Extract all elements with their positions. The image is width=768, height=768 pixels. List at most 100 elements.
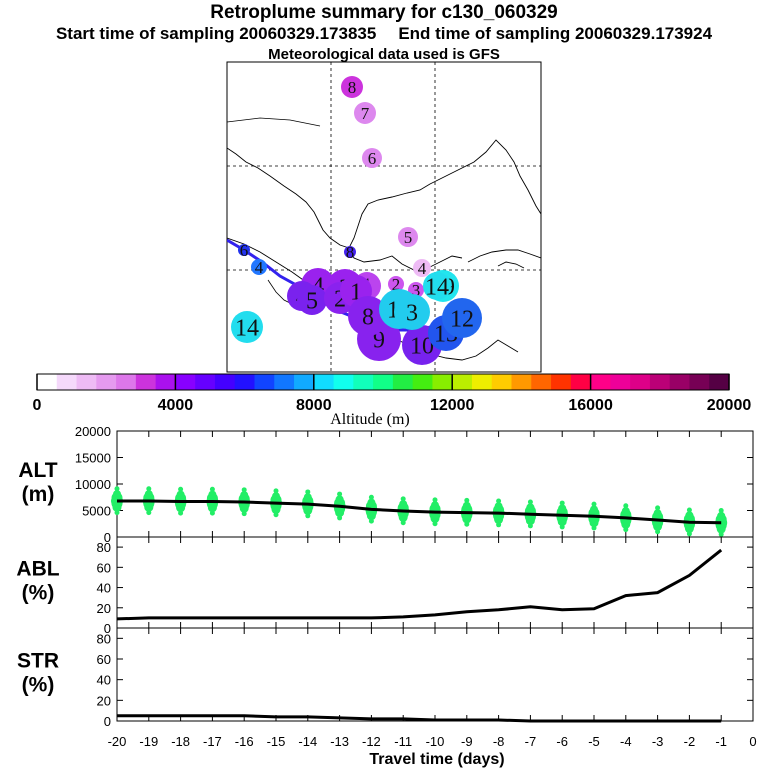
- altitude-scatter-point: [685, 511, 694, 520]
- altitude-scatter-point: [464, 497, 470, 503]
- colorbar-swatch: [56, 374, 78, 390]
- cluster-marker: [413, 259, 431, 277]
- end-value: 20060329.173924: [574, 24, 713, 43]
- altitude-scatter-point: [526, 503, 535, 512]
- coastline: [467, 249, 541, 263]
- altitude-scatter-point: [558, 504, 567, 513]
- y-tick-label: 60: [97, 652, 111, 667]
- x-tick-label: -14: [298, 734, 317, 749]
- colorbar-swatch: [214, 374, 236, 390]
- y-tick-label: 0: [104, 714, 111, 729]
- altitude-scatter-point: [273, 488, 279, 494]
- x-tick-label: -6: [556, 734, 568, 749]
- colorbar-tick-label: 8000: [296, 397, 332, 414]
- y-axis-unit: (%): [22, 674, 55, 697]
- y-axis-label: ABL: [16, 558, 59, 581]
- colorbar-swatch: [471, 374, 493, 390]
- colorbar-tick-label: 20000: [707, 397, 752, 414]
- colorbar-swatches: [37, 374, 730, 390]
- cluster-label: 6: [368, 149, 377, 168]
- x-tick-label: -18: [171, 734, 190, 749]
- cluster-marker: [442, 298, 482, 338]
- trajectory-cluster: 8: [344, 243, 356, 262]
- map-panel: 8765486423194314521981014173131214: [226, 61, 542, 373]
- colorbar-swatch: [116, 374, 137, 390]
- altitude-scatter-point: [272, 492, 280, 501]
- x-tick-label: -15: [267, 734, 286, 749]
- cluster-label: 4: [418, 259, 427, 278]
- colorbar-swatch: [491, 374, 513, 390]
- colorbar-swatch: [531, 374, 552, 390]
- altitude-scatter-point: [431, 501, 439, 510]
- colorbar-swatch: [412, 374, 434, 390]
- colorbar-swatch: [669, 374, 691, 390]
- met-data-note: Meteorological data used is GFS: [268, 46, 500, 63]
- cluster-marker: [348, 296, 388, 336]
- cluster-label: 3: [406, 300, 418, 326]
- altitude-scatter-point: [241, 487, 247, 493]
- altitude-scatter-point: [400, 496, 406, 502]
- cluster-layer: 8765486423194314521981014173131214: [231, 76, 482, 365]
- colorbar-swatch: [313, 374, 335, 390]
- x-tick-label: -5: [588, 734, 600, 749]
- trajectory-cluster: 12: [442, 298, 482, 338]
- altitude-scatter-point: [113, 490, 121, 499]
- altitude-scatter-point: [144, 490, 153, 499]
- chart-title: Retroplume summary for c130_060329: [210, 2, 558, 23]
- sampling-times: Start time of sampling 20060329.173835 En…: [0, 24, 768, 44]
- x-tick-label: -11: [394, 734, 412, 749]
- cluster-marker: [341, 76, 363, 98]
- colorbar-swatch: [195, 374, 216, 390]
- cluster-label: 8: [346, 243, 355, 262]
- x-tick-label: -13: [330, 734, 349, 749]
- panel-abl: 0 20 40 60 80 ABL(%): [16, 536, 754, 636]
- altitude-scatter-point: [178, 486, 184, 492]
- altitude-scatter-point: [335, 495, 344, 504]
- colorbar-tick-label: 16000: [568, 397, 613, 414]
- y-tick-label: 0: [104, 621, 111, 636]
- colorbar-swatch: [452, 374, 473, 390]
- altitude-scatter-point: [432, 497, 438, 503]
- colorbar-swatch: [511, 374, 532, 390]
- cluster-label: 8: [348, 78, 357, 97]
- x-tick-label: -7: [525, 734, 537, 749]
- trajectory-cluster: 6: [362, 148, 382, 168]
- trajectory-cluster: 4: [413, 259, 431, 278]
- altitude-scatter-point: [303, 493, 312, 502]
- trajectory-cluster: 3: [394, 294, 430, 330]
- x-tick-label: -9: [461, 734, 473, 749]
- colorbar-swatch: [254, 374, 275, 390]
- cluster-label: 7: [361, 104, 370, 123]
- y-tick-label: 5000: [82, 504, 111, 519]
- x-tick-label: -3: [652, 734, 664, 749]
- series-line-alt: [117, 499, 722, 525]
- altitude-scatter-point: [240, 491, 249, 500]
- y-axis-unit: (m): [22, 483, 55, 506]
- colorbar-swatch: [649, 374, 671, 390]
- colorbar-ticks: 0 4000 8000 12000 16000 20000: [33, 374, 752, 414]
- colorbar-swatch: [294, 374, 315, 390]
- y-tick-label: 40: [97, 581, 111, 596]
- colorbar-swatch: [175, 374, 196, 390]
- altitude-scatter-point: [559, 500, 565, 506]
- colorbar-swatch: [709, 374, 730, 390]
- altitude-scatter-point: [305, 489, 311, 495]
- altitude-scatter-point: [590, 505, 598, 514]
- x-tick-label: 0: [749, 734, 756, 749]
- y-tick-label: 15000: [75, 451, 111, 466]
- colorbar-swatch: [37, 374, 58, 390]
- y-tick-label: 80: [97, 631, 111, 646]
- cluster-marker: [231, 311, 263, 343]
- start-value: 20060329.173835: [239, 24, 377, 43]
- altitude-scatter-point: [176, 490, 185, 499]
- altitude-scatter-point: [399, 500, 408, 509]
- altitude-scatter-point: [209, 486, 215, 492]
- colorbar-swatch: [392, 374, 414, 390]
- trajectory-cluster: 5: [398, 227, 418, 247]
- altitude-scatter-point: [368, 494, 374, 500]
- border-line: [227, 117, 321, 127]
- series-line-str: [117, 714, 722, 723]
- panel-alt: 0 5000 10000 15000 20000 ALT(m): [18, 424, 754, 545]
- colorbar-swatch: [353, 374, 374, 390]
